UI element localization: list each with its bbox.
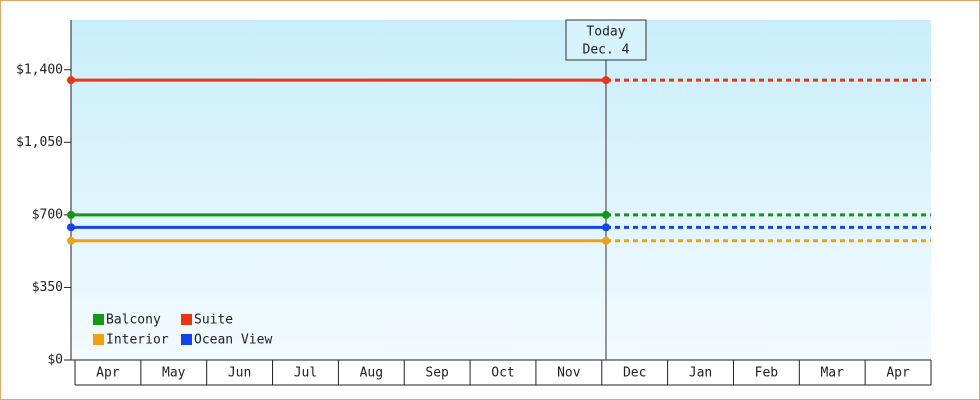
x-tick-label: Sep bbox=[425, 366, 449, 381]
x-tick-label: Nov bbox=[557, 366, 581, 381]
legend-label: Suite bbox=[194, 313, 233, 328]
series-point bbox=[67, 223, 75, 232]
today-date: Dec. 4 bbox=[583, 43, 630, 58]
y-tick-label: $0 bbox=[47, 353, 63, 368]
series-point bbox=[67, 210, 75, 219]
series-point bbox=[602, 223, 610, 232]
x-tick-label: Apr bbox=[96, 366, 120, 381]
x-tick-label: Jan bbox=[689, 366, 712, 381]
legend-label: Balcony bbox=[106, 313, 161, 328]
series-point bbox=[67, 236, 75, 245]
y-tick-label: $1,400 bbox=[16, 62, 63, 77]
today-title: Today bbox=[586, 25, 625, 40]
today-box bbox=[565, 19, 647, 61]
series-point bbox=[67, 76, 75, 85]
x-tick-label: Apr bbox=[886, 366, 910, 381]
legend-label: Interior bbox=[106, 333, 169, 348]
legend-label: Ocean View bbox=[194, 333, 272, 348]
series-point bbox=[602, 76, 610, 85]
x-tick-label: May bbox=[162, 366, 186, 381]
series-point bbox=[602, 210, 610, 219]
x-tick-label: Feb bbox=[755, 366, 779, 381]
x-tick-label: Jul bbox=[294, 366, 317, 381]
plot-area bbox=[71, 20, 931, 360]
legend-swatch bbox=[93, 314, 104, 325]
x-tick-label: Mar bbox=[820, 366, 844, 381]
legend-swatch bbox=[181, 314, 192, 325]
series-point bbox=[602, 236, 610, 245]
x-tick-label: Aug bbox=[360, 366, 383, 381]
y-tick-label: $1,050 bbox=[16, 135, 63, 150]
x-tick-label: Jun bbox=[228, 366, 251, 381]
x-tick-label: Dec bbox=[623, 366, 646, 381]
y-tick-label: $700 bbox=[32, 207, 63, 222]
y-tick-label: $350 bbox=[32, 280, 63, 295]
legend-swatch bbox=[93, 334, 104, 345]
x-tick-label: Oct bbox=[491, 366, 514, 381]
legend-swatch bbox=[181, 334, 192, 345]
